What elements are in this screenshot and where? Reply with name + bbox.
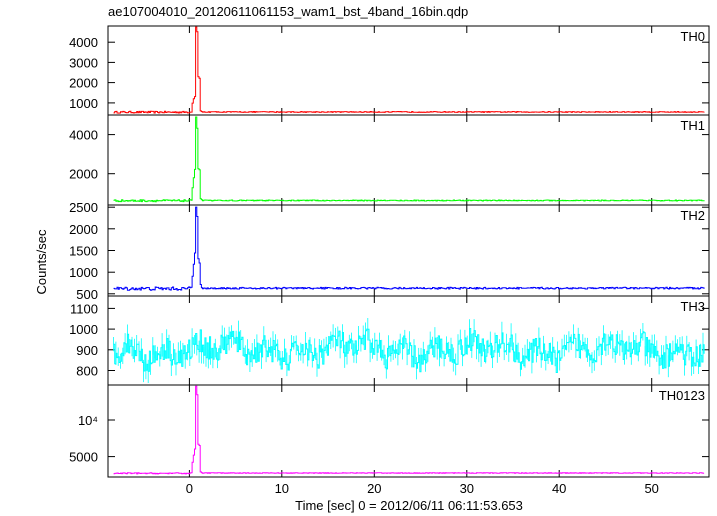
y-tick-label-TH3: 1000 [69,322,98,337]
panel-frame-TH0123 [107,384,710,478]
y-tick-label-TH1: 2000 [69,167,98,182]
y-tick-label-TH2: 500 [76,287,98,302]
y-tick-label-TH1: 4000 [69,128,98,143]
series-line-TH0123 [113,385,705,475]
y-tick-label-TH0: 3000 [69,55,98,70]
y-tick-label-TH0: 4000 [69,35,98,50]
chart-title: ae107004010_20120611061153_wam1_bst_4ban… [108,4,468,19]
y-tick-label-TH0: 2000 [69,76,98,91]
panel-label-TH1: TH1 [680,118,705,133]
y-tick-label-TH3: 1100 [70,301,98,316]
y-tick-label-TH0: 1000 [69,96,98,111]
y-tick-label-TH2: 2500 [69,200,98,215]
panel-label-TH2: TH2 [680,208,705,223]
y-tick-label-TH0123: 10⁴ [78,413,98,428]
series-line-TH2 [113,206,705,291]
panel-frame-TH3 [107,295,710,386]
x-tick-label: 0 [186,481,193,496]
y-tick-label-TH3: 800 [76,364,98,379]
x-tick-label: 50 [644,481,658,496]
panel-label-TH0: TH0 [680,29,705,44]
x-tick-label: 20 [367,481,381,496]
panel-label-TH0123: TH0123 [659,388,705,403]
x-tick-label: 10 [275,481,289,496]
x-tick-label: 30 [460,481,474,496]
y-tick-label-TH2: 1500 [69,244,98,259]
series-line-TH0 [113,26,705,114]
y-tick-label-TH0123: 5000 [69,450,98,465]
y-axis-label: Counts/sec [34,229,49,295]
x-axis-label: Time [sec] 0 = 2012/06/11 06:11:53.653 [295,498,523,513]
y-tick-label-TH3: 900 [76,343,98,358]
y-tick-label-TH2: 1000 [69,265,98,280]
y-tick-label-TH2: 2000 [69,222,98,237]
x-tick-label: 40 [552,481,566,496]
panel-label-TH3: TH3 [680,299,705,314]
series-line-TH1 [113,116,705,203]
